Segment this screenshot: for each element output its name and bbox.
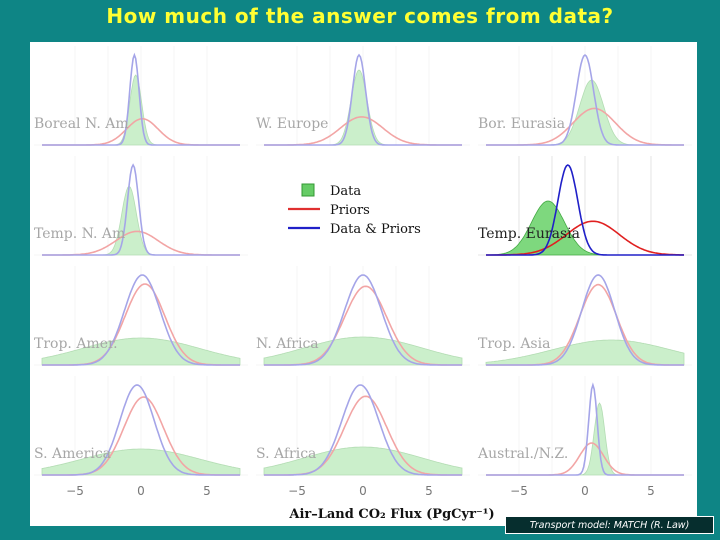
panel-label: S. America [34, 446, 111, 462]
legend: Data Priors Data & Priors [288, 183, 421, 237]
panel-boreal-n-am: Boreal N. Am [34, 46, 248, 146]
data-density-area [486, 402, 684, 476]
prior-curve [264, 285, 462, 366]
posterior-curve [486, 53, 684, 146]
panel-label: Trop. Amer. [34, 336, 118, 352]
prior-curve [486, 283, 684, 366]
data-density-area [263, 446, 463, 476]
panel-label: N. Africa [256, 336, 319, 352]
x-tick-label: 5 [425, 484, 433, 498]
data-density-area [41, 337, 241, 366]
data-density-area [485, 339, 685, 366]
posterior-curve [486, 164, 684, 256]
posterior-curve [42, 384, 240, 476]
posterior-curve [264, 274, 462, 366]
data-density-area [41, 448, 241, 476]
panel-temp-eurasia: Temp. Eurasia [478, 156, 692, 256]
legend-label: Data & Priors [330, 222, 421, 237]
panel-trop-asia: Trop. Asia [478, 266, 692, 366]
posterior-curve [42, 52, 240, 146]
data-density-area [486, 79, 684, 146]
x-tick-label: −5 [66, 484, 84, 498]
x-tick-label: −5 [510, 484, 528, 498]
prior-curve [42, 118, 240, 146]
data-density-area [42, 74, 240, 146]
panel-label: W. Europe [256, 116, 328, 132]
panel-n-africa: N. Africa [256, 266, 470, 366]
x-tick-label: −5 [288, 484, 306, 498]
panel-austral-n-z: Austral./N.Z. [477, 376, 692, 476]
legend-label: Priors [330, 203, 370, 218]
x-tick-label: 5 [647, 484, 655, 498]
data-density-area [42, 185, 240, 256]
panel-label: S. Africa [256, 446, 316, 462]
panel-trop-amer: Trop. Amer. [34, 266, 248, 366]
prior-curve [264, 116, 462, 146]
legend-label: Data [330, 184, 361, 199]
x-tick-label: 0 [137, 484, 145, 498]
legend-swatch [301, 183, 315, 197]
panel-w-europe: W. Europe [256, 46, 470, 146]
prior-curve [264, 395, 462, 476]
chart-figure: Boreal N. Am W. Europe Bor. Eurasia Temp. N… [30, 42, 697, 526]
prior-curve [486, 107, 684, 146]
prior-curve [42, 396, 240, 476]
panel-bor-eurasia: Bor. Eurasia [478, 46, 692, 146]
posterior-curve [42, 274, 240, 366]
posterior-curve [264, 384, 462, 476]
slide-title: How much of the answer comes from data? [106, 4, 614, 28]
posterior-curve [264, 53, 462, 146]
x-tick-label: 0 [359, 484, 367, 498]
x-axis-label: Air–Land CO₂ Flux (PgCyr⁻¹) [288, 507, 494, 522]
panel-temp-n-am: Temp. N. Am [34, 156, 248, 256]
posterior-curve [486, 382, 684, 476]
prior-curve [42, 230, 240, 256]
credit-note: Transport model: MATCH (R. Law) [505, 516, 714, 534]
posterior-curve [42, 163, 240, 256]
prior-curve [486, 442, 684, 476]
panel-s-america: S. America [34, 376, 248, 476]
panel-label: Austral./N.Z. [477, 446, 568, 462]
panel-s-africa: S. Africa [256, 376, 470, 476]
x-tick-label: 0 [581, 484, 589, 498]
data-density-area [264, 69, 462, 146]
chart-svg: Boreal N. Am W. Europe Bor. Eurasia Temp. N… [34, 46, 692, 522]
panel-label: Trop. Asia [478, 336, 550, 352]
prior-curve [42, 283, 240, 366]
panel-label: Boreal N. Am [34, 116, 129, 132]
data-density-area [263, 336, 463, 366]
panel-label: Temp. Eurasia [478, 226, 580, 242]
posterior-curve [486, 274, 684, 366]
panel-label: Temp. N. Am [34, 226, 125, 242]
x-tick-label: 5 [203, 484, 211, 498]
panel-label: Bor. Eurasia [478, 116, 565, 132]
